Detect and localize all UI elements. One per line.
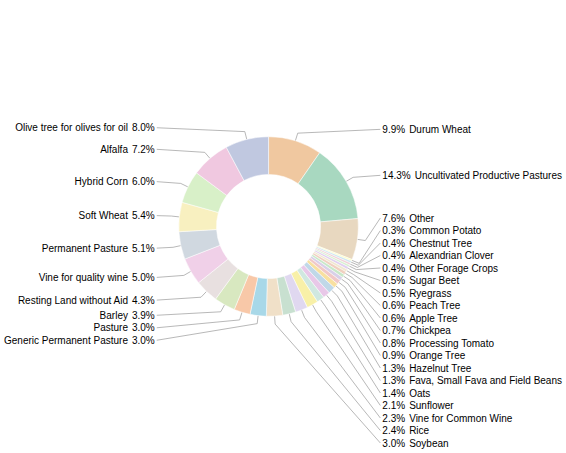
- leader-line: [157, 216, 180, 217]
- leader-line: [275, 316, 381, 443]
- leader-line: [345, 273, 380, 305]
- category-label: Oats: [409, 388, 430, 399]
- category-label: Orange Tree: [409, 350, 466, 361]
- data-label: 7.6%: [382, 213, 405, 224]
- data-label: 3.0%: [132, 322, 155, 333]
- donut-segment: [266, 278, 282, 316]
- data-label: 5.0%: [132, 272, 155, 283]
- data-label: 1.3%: [382, 375, 405, 386]
- category-label: Pasture: [93, 322, 128, 333]
- leader-line: [302, 310, 381, 418]
- data-label: 5.1%: [132, 243, 155, 254]
- leader-line: [157, 182, 188, 187]
- leader-line: [349, 266, 380, 270]
- category-label: Vine for Common Wine: [409, 413, 513, 424]
- leader-line: [289, 314, 380, 431]
- category-label: Apple Tree: [409, 313, 458, 324]
- category-label: Chestnut Tree: [409, 238, 472, 249]
- chart: 9.9% Durum Wheat 14.3% Uncultivated Product…: [0, 0, 566, 453]
- data-label: 3.9%: [132, 310, 155, 321]
- category-label: Ryegrass: [409, 288, 451, 299]
- leader-line: [332, 290, 381, 368]
- data-label: 2.3%: [382, 413, 405, 424]
- category-label: Uncultivated Productive Pastures: [415, 170, 562, 181]
- data-label: 6.0%: [132, 176, 155, 187]
- category-label: Sugar Beet: [409, 275, 459, 286]
- data-label: 0.6%: [382, 300, 405, 311]
- leader-line: [157, 128, 247, 140]
- category-label: Alexandrian Clover: [409, 250, 494, 261]
- donut-segment: [179, 230, 220, 259]
- chart-container: 9.9% Durum Wheat 14.3% Uncultivated Product…: [0, 0, 566, 453]
- data-label: 0.7%: [382, 325, 405, 336]
- leader-line: [157, 246, 181, 249]
- donut-segment: [298, 153, 358, 222]
- data-label: 0.5%: [382, 288, 405, 299]
- category-label: Olive tree for olives for oil: [15, 122, 128, 133]
- donut-segment: [226, 137, 268, 181]
- data-label: 9.9%: [382, 124, 405, 135]
- category-label: Soft Wheat: [78, 210, 128, 221]
- category-label: Other Forage Crops: [409, 263, 498, 274]
- category-label: Common Potato: [409, 225, 482, 236]
- data-label: 8.0%: [132, 122, 155, 133]
- leader-line: [357, 218, 380, 241]
- data-label: 3.0%: [132, 335, 155, 346]
- leader-line: [343, 276, 380, 318]
- category-label: Generic Permanent Pasture: [4, 335, 128, 346]
- data-label: 14.3%: [382, 170, 410, 181]
- data-label: 2.4%: [382, 425, 405, 436]
- labels: 9.9% Durum Wheat 14.3% Uncultivated Product…: [4, 122, 562, 448]
- category-label: Vine for quality wine: [39, 272, 129, 283]
- data-label: 0.9%: [382, 350, 405, 361]
- category-label: Durum Wheat: [409, 124, 471, 135]
- leader-line: [157, 149, 210, 158]
- category-label: Soybean: [409, 438, 448, 449]
- leader-line: [336, 286, 380, 356]
- data-label: 3.0%: [382, 438, 405, 449]
- category-label: Hybrid Corn: [75, 176, 128, 187]
- category-label: Other: [409, 213, 435, 224]
- category-label: Barley: [100, 310, 128, 321]
- category-label: Chickpea: [409, 325, 451, 336]
- leader-line: [157, 316, 258, 341]
- data-label: 4.3%: [132, 295, 155, 306]
- category-label: Rice: [409, 425, 429, 436]
- leader-line: [346, 175, 380, 181]
- category-label: Peach Tree: [409, 300, 461, 311]
- data-label: 1.4%: [382, 388, 405, 399]
- data-label: 5.4%: [132, 210, 155, 221]
- category-label: Permanent Pasture: [42, 243, 129, 254]
- leader-line: [312, 305, 380, 406]
- leader-line: [295, 129, 380, 140]
- category-label: Processing Tomato: [409, 338, 494, 349]
- leader-line: [157, 305, 225, 315]
- leader-line: [350, 256, 380, 268]
- data-label: 7.2%: [132, 144, 155, 155]
- leader-line: [321, 300, 381, 393]
- data-label: 0.5%: [382, 275, 405, 286]
- category-label: Alfalfa: [100, 144, 128, 155]
- data-label: 0.4%: [382, 250, 405, 261]
- data-label: 0.4%: [382, 263, 405, 274]
- leader-lines: [157, 128, 381, 443]
- leader-line: [157, 291, 207, 300]
- data-label: 0.3%: [382, 225, 405, 236]
- data-label: 0.8%: [382, 338, 405, 349]
- category-label: Hazelnut Tree: [409, 363, 472, 374]
- category-label: Sunflower: [409, 400, 454, 411]
- data-label: 1.3%: [382, 363, 405, 374]
- category-label: Fava, Small Fava and Field Beans: [409, 375, 562, 386]
- data-label: 0.6%: [382, 313, 405, 324]
- data-label: 0.4%: [382, 238, 405, 249]
- donut: [179, 137, 359, 317]
- category-label: Resting Land without Aid: [18, 295, 128, 306]
- data-label: 2.1%: [382, 400, 405, 411]
- leader-line: [157, 271, 191, 277]
